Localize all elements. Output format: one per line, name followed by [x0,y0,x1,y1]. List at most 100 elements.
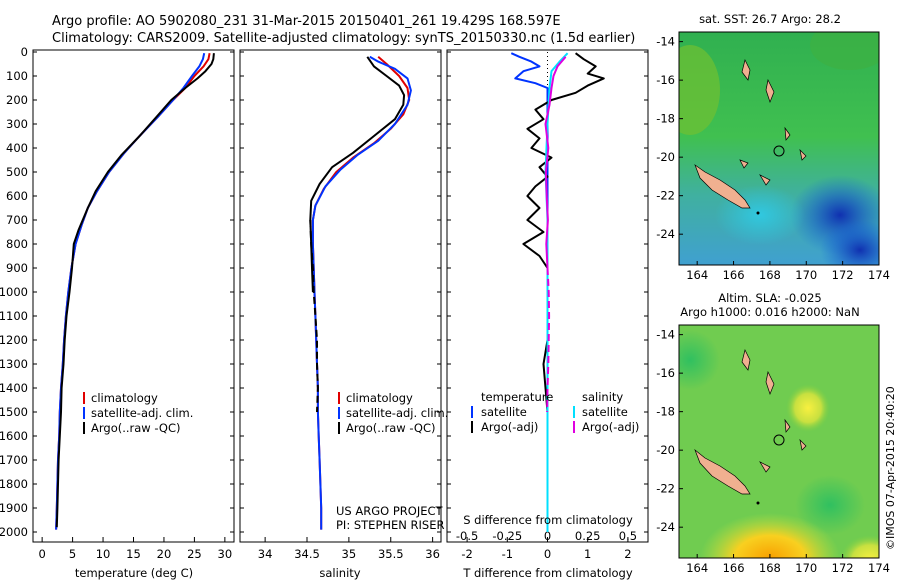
lat-tick-label: -14 [656,35,675,49]
x-tick-label-salinity: -0.5 [456,529,478,543]
header-title-line1: Argo profile: AO 5902080_231 31-Mar-2015… [52,14,561,29]
series-line-climatology [311,56,411,530]
lat-tick-label: -16 [656,366,675,380]
series-line-argo-adj [522,52,605,413]
depth-tick-label: 400 [6,141,28,155]
float-position-marker [773,434,785,446]
legend-t-satellite-label: satellite [481,405,527,419]
legend-salinity-heading: salinity [582,390,623,404]
depth-tick-label: 700 [6,213,28,227]
series-line-argo-adj-s-dashed [546,267,551,413]
depth-tick-label: 600 [6,189,28,203]
series-line-satellite [510,52,549,532]
legend-satellite-label: satellite-adj. clim. [346,406,448,420]
depth-tick-label: 1100 [0,309,28,323]
depth-tick-label: 1600 [0,429,28,443]
sla-map [679,325,879,558]
x-tick-label: 5 [69,547,76,561]
sla-map-title-2: Argo h1000: 0.016 h2000: NaN [680,305,859,319]
x-tick-label: 35.5 [378,547,404,561]
difference-legend: temperature salinity satellite Argo(-adj… [471,390,639,434]
float-position-marker [773,145,785,157]
difference-xlabel-top: S difference from climatology [463,513,633,527]
lat-tick-label: -24 [656,227,675,241]
lat-tick-label: -20 [656,443,675,457]
salinity-panel-frame [239,49,442,543]
temperature-panel-frame [32,49,235,543]
lon-tick-label: 174 [868,561,890,575]
lon-tick-label: 174 [868,268,890,282]
x-tick-label: -2 [461,547,472,561]
series-line-argo-dashed [309,219,319,413]
lat-tick-label: -22 [656,482,675,496]
x-tick-label: 15 [126,547,141,561]
legend-t-argo-label: Argo(-adj) [481,420,538,434]
legend-argo-label: Argo(..raw -QC) [346,421,436,435]
x-tick-label: -1 [502,547,513,561]
series-line-satellite-adj-clim [55,52,206,530]
series-line-satellite-s [544,52,569,532]
x-tick-label-salinity: 0 [544,529,551,543]
difference-panel: -2 -1 0 1 2 -0.5 -0.25 0 0.25 0.5 [456,52,637,561]
lon-tick-label: 172 [832,561,854,575]
depth-tick-label: 300 [6,117,28,131]
x-tick-label: 10 [96,547,111,561]
series-line-climatology [55,53,211,530]
x-tick-label-salinity: -0.25 [492,529,522,543]
temperature-legend: climatology satellite-adj. clim. Argo(..… [83,391,193,435]
depth-tick-label: 0 [21,45,28,59]
series-line-argo-raw-qc [55,53,215,528]
project-credit: US ARGO PROJECT [336,504,444,518]
depth-tick-label: 1800 [0,477,28,491]
series-line-argo-adj-s [544,56,567,269]
x-tick-label-salinity: 0.5 [619,529,637,543]
sst-map-axes: 164 166 168 170 172 174 -14 -16 -18 -20 -22 -24 [656,35,890,282]
salinity-xlabel: salinity [319,566,360,580]
x-tick-label: 0 [544,547,551,561]
depth-tick-label: 500 [6,165,28,179]
depth-axis: 0 100 200 300 400 500 600 700 800 900 1000 1100 1200… [0,45,648,539]
series-line-satellite-adj-clim [311,55,412,530]
depth-tick-label: 1400 [0,381,28,395]
temperature-panel: 0 5 10 15 20 25 30 [38,52,233,561]
lon-tick-label: 170 [795,561,817,575]
x-tick-label: 0 [38,547,45,561]
x-tick-label: 20 [157,547,172,561]
lat-tick-label: -16 [656,73,675,87]
x-tick-label: 2 [624,547,631,561]
depth-tick-label: 1200 [0,333,28,347]
x-tick-label: 35 [342,547,357,561]
depth-tick-label: 1500 [0,405,28,419]
sla-map-title-1: Altim. SLA: -0.025 [718,291,822,305]
lat-tick-label: -24 [656,520,675,534]
legend-satellite-label: satellite-adj. clim. [91,406,193,420]
x-tick-label: 34.5 [294,547,320,561]
legend-s-satellite-label: satellite [582,405,628,419]
sla-map-frame [678,324,880,559]
lat-tick-label: -18 [656,405,675,419]
lon-tick-label: 166 [723,561,745,575]
x-tick-label: 1 [584,547,591,561]
sst-map-title: sat. SST: 26.7 Argo: 28.2 [699,12,841,26]
legend-temperature-heading: temperature [481,390,553,404]
legend-climatology-label: climatology [91,391,158,405]
x-tick-label-salinity: 0.25 [575,529,601,543]
lon-tick-label: 164 [686,268,708,282]
depth-tick-label: 900 [6,261,28,275]
x-tick-label: 30 [218,547,233,561]
salinity-panel: 34 34.5 35 35.5 36 [258,55,440,561]
x-tick-label: 25 [187,547,202,561]
lat-tick-label: -18 [656,112,675,126]
depth-tick-label: 1700 [0,453,28,467]
depth-tick-label: 1300 [0,357,28,371]
imos-watermark: ©IMOS 07-Apr-2015 20:40:20 [884,386,897,550]
depth-tick-label: 800 [6,237,28,251]
lon-tick-label: 168 [759,561,781,575]
difference-xlabel: T difference from climatology [462,566,633,580]
depth-tick-label: 100 [6,69,28,83]
lat-tick-label: -14 [656,328,675,342]
sst-map [679,32,879,265]
legend-argo-label: Argo(..raw -QC) [91,421,181,435]
sla-map-axes: 164 166 168 170 172 174 -14 -16 -18 -20 -22 -24 [656,328,890,575]
